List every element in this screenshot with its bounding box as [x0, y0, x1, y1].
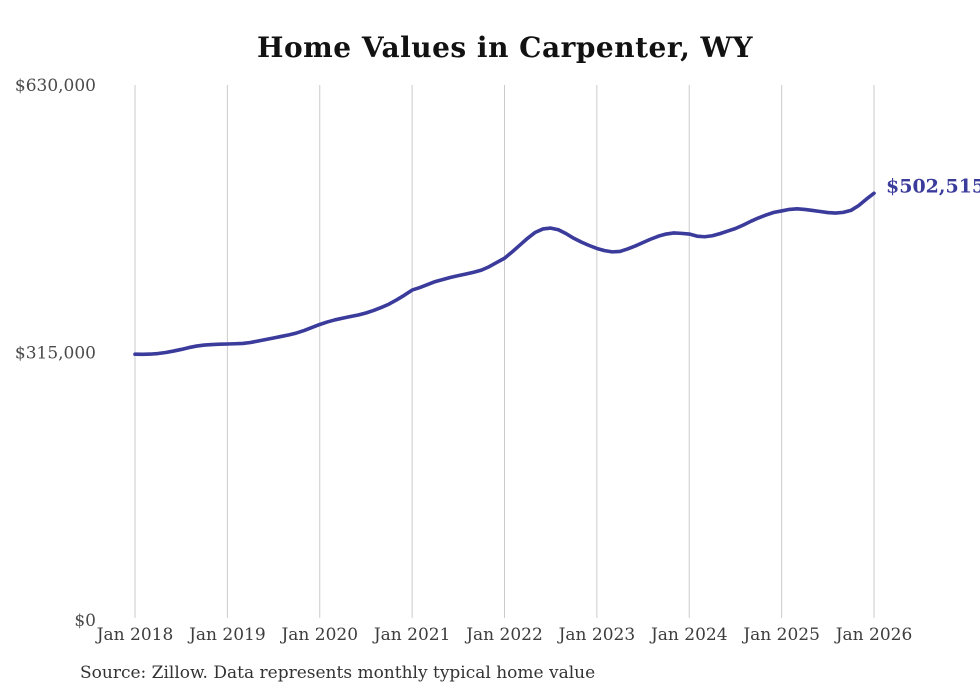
x-axis-tick-label: Jan 2024 [649, 625, 728, 645]
x-axis-tick-label: Jan 2021 [372, 625, 451, 645]
x-axis-tick-label: Jan 2025 [741, 625, 820, 645]
x-axis-tick-label: Jan 2022 [464, 625, 543, 645]
y-axis-tick-label: $315,000 [15, 344, 96, 364]
y-axis-tick-label: $630,000 [15, 76, 96, 96]
chart-title: Home Values in Carpenter, WY [256, 31, 754, 64]
y-axis-tick-label: $0 [74, 611, 96, 631]
x-axis-tick-label: Jan 2026 [834, 625, 913, 645]
x-axis-tick-label: Jan 2019 [187, 625, 266, 645]
home-value-line [133, 191, 876, 357]
source-note: Source: Zillow. Data represents monthly … [80, 663, 596, 683]
x-axis-tick-label: Jan 2023 [557, 625, 636, 645]
x-axis-tick-label: Jan 2020 [279, 625, 358, 645]
current-value-label: $502,515 [886, 175, 980, 197]
x-axis-tick-label: Jan 2018 [95, 625, 174, 645]
